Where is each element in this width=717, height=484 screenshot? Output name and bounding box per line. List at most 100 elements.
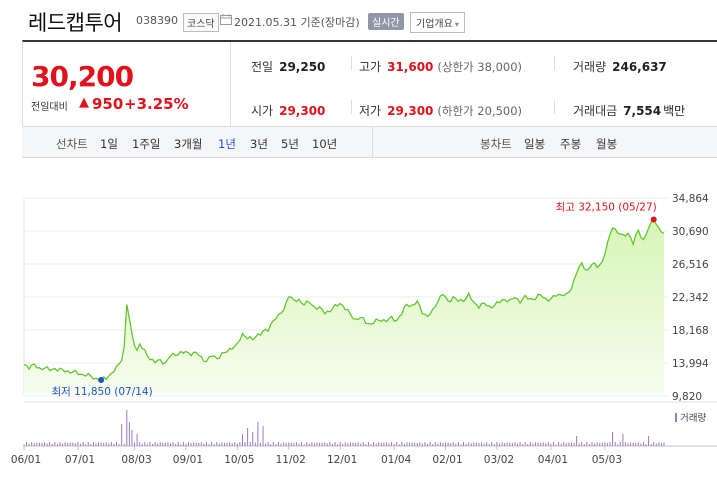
volume-bar	[108, 443, 110, 446]
volume-bar	[239, 442, 241, 446]
candle-button-monthly[interactable]: 월봉	[596, 137, 618, 151]
volume-bar	[28, 443, 30, 446]
volume-bar	[447, 442, 449, 446]
volume-bar	[231, 443, 233, 446]
volume-bar	[92, 442, 94, 446]
volume-bar	[236, 443, 238, 446]
volume-bar	[540, 442, 542, 446]
volume-bar	[452, 442, 454, 446]
amount-label: 거래대금	[573, 104, 618, 118]
base-date: 2021.05.31 기준(장마감)	[234, 16, 360, 29]
volume-bar	[244, 442, 246, 446]
volume-bar	[82, 442, 84, 446]
volume-bar	[455, 443, 457, 446]
volume-bar	[516, 443, 518, 446]
market-badge: 코스닥	[183, 13, 219, 32]
volume-bar	[609, 442, 611, 446]
min-label: 최저 11,850 (07/14)	[52, 386, 153, 398]
volume-bar	[424, 442, 426, 446]
volume-bar	[491, 442, 493, 446]
volume-bar	[660, 442, 662, 446]
volume-stat: 거래량 246,637	[573, 58, 667, 75]
volume-bar	[527, 443, 529, 446]
volume-bar	[565, 443, 567, 446]
volume-bar	[329, 442, 331, 446]
volume-bar	[252, 432, 254, 446]
volume-bar	[499, 443, 501, 446]
volume-bar	[123, 443, 125, 446]
volume-bar	[501, 442, 503, 446]
current-price: 30,200	[31, 60, 134, 93]
volume-bar	[352, 442, 354, 446]
volume-bar	[301, 442, 303, 446]
volume-bar	[547, 442, 549, 446]
volume-bar	[187, 442, 189, 446]
volume-bar	[416, 442, 418, 446]
volume-bar	[362, 442, 364, 446]
company-overview-label: 기업개요	[416, 19, 453, 30]
volume-bar	[478, 442, 480, 446]
volume-bar	[537, 442, 539, 446]
volume-bar	[128, 422, 130, 446]
volume-bar	[141, 443, 143, 446]
volume-bar	[375, 443, 377, 446]
volume-bar	[87, 442, 89, 446]
volume-bar	[493, 444, 495, 446]
volume-bar	[380, 442, 382, 446]
volume-bar	[193, 442, 195, 446]
volume-bar	[46, 443, 48, 446]
volume-bar	[601, 442, 603, 446]
volume-bar	[203, 443, 205, 446]
volume-bar	[146, 444, 148, 446]
volume-bar	[131, 430, 133, 446]
volume-bar	[357, 442, 359, 446]
candle-button-daily[interactable]: 일봉	[524, 137, 546, 151]
volume-bar	[370, 444, 372, 446]
volume-bar	[648, 436, 650, 446]
volume-bar	[619, 442, 621, 446]
x-tick-label: 04/01	[538, 454, 568, 466]
volume-bar	[90, 443, 92, 446]
volume-bar	[617, 444, 619, 446]
period-button-1d[interactable]: 1일	[100, 137, 118, 151]
realtime-button[interactable]: 실시간	[368, 13, 404, 30]
amount-unit: 백만	[663, 104, 686, 118]
volume-bar	[393, 443, 395, 446]
volume-bar	[437, 443, 439, 446]
company-overview-button[interactable]: 기업개요 ▾	[410, 12, 465, 33]
period-button-1y[interactable]: 1년	[218, 137, 236, 151]
volume-bar	[360, 443, 362, 446]
volume-bar	[606, 443, 608, 446]
volume-bar	[349, 442, 351, 446]
lower-limit: (하한가 20,500)	[437, 104, 523, 118]
volume-bar	[432, 444, 434, 446]
low-value: 29,300	[387, 104, 434, 118]
volume-bar	[457, 442, 459, 446]
volume-legend-label: 거래량	[680, 412, 706, 424]
volume-bar	[439, 442, 441, 446]
max-point	[650, 216, 657, 223]
period-button-3y[interactable]: 3년	[250, 137, 268, 151]
volume-bar	[475, 442, 477, 446]
period-button-3m[interactable]: 3개월	[174, 137, 203, 151]
volume-bar	[326, 443, 328, 446]
volume-bar	[64, 442, 66, 446]
divider	[554, 56, 555, 70]
volume-bar	[56, 444, 58, 446]
change-value: 950	[92, 95, 124, 113]
volume-bar	[121, 424, 123, 446]
price-chart[interactable]: 최고 32,150 (05/27) 최저 11,850 (07/14) 34,86…	[0, 158, 717, 484]
volume-bar	[594, 443, 596, 446]
open-label: 시가	[251, 104, 274, 118]
period-button-5y[interactable]: 5년	[281, 137, 299, 151]
period-button-10y[interactable]: 10년	[312, 137, 338, 151]
candle-button-weekly[interactable]: 주봉	[560, 137, 582, 151]
volume-bar	[396, 442, 398, 446]
volume-bar	[126, 410, 128, 446]
volume-bar	[290, 442, 292, 446]
period-button-1w[interactable]: 1주일	[132, 137, 161, 151]
volume-bar	[342, 443, 344, 446]
volume-bar	[640, 443, 642, 446]
volume-bar	[74, 443, 76, 446]
prev-close-value: 29,250	[279, 60, 326, 74]
